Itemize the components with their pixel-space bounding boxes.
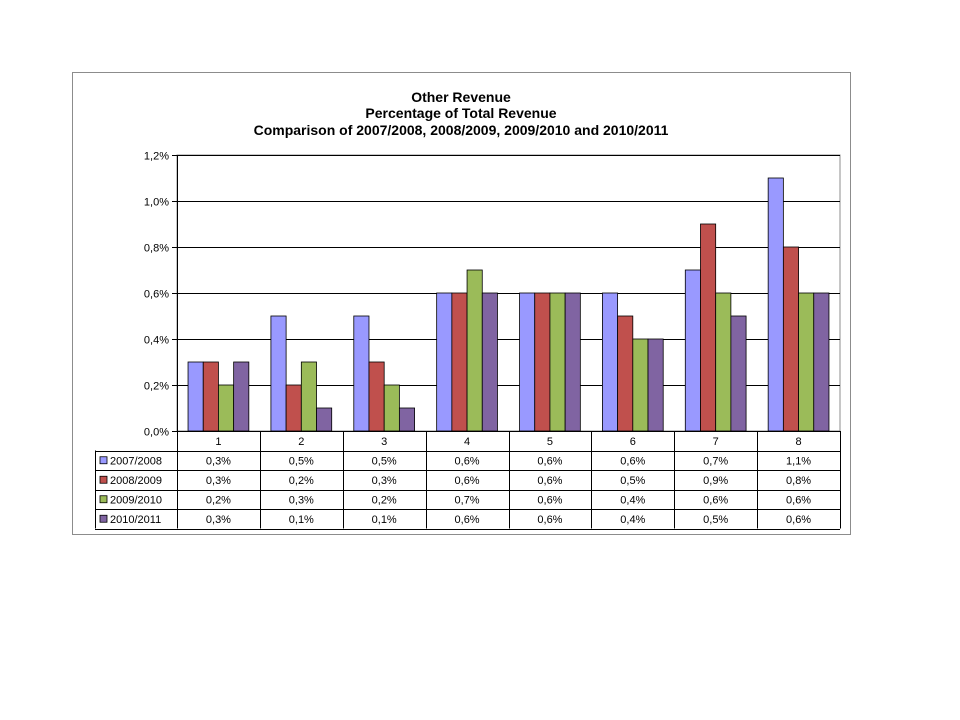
y-tick-label-0: 0,0% — [144, 427, 169, 439]
x-category-label-6: 6 — [630, 436, 636, 448]
data-label-2007-2008-7: 0,7% — [703, 455, 728, 467]
x-category-label-8: 8 — [796, 436, 802, 448]
bar-2010-2011-4 — [481, 292, 498, 432]
x-category-label-5: 5 — [547, 436, 553, 448]
data-label-2009-2010-2: 0,3% — [289, 494, 314, 506]
data-label-2010-2011-6: 0,4% — [620, 514, 645, 526]
data-label-2007-2008-5: 0,6% — [537, 455, 562, 467]
chart-title: Other Revenue Percentage of Total Revenu… — [254, 89, 669, 138]
chart-title-line-1: Other Revenue — [411, 89, 511, 105]
data-label-2010-2011-4: 0,6% — [455, 514, 480, 526]
data-label-2009-2010-3: 0,2% — [372, 494, 397, 506]
data-label-2007-2008-6: 0,6% — [620, 455, 645, 467]
x-category-label-1: 1 — [215, 436, 221, 448]
data-label-2007-2008-8: 1,1% — [786, 455, 811, 467]
data-label-2008-2009-7: 0,9% — [703, 475, 728, 487]
bar-2007-2008-1 — [187, 361, 204, 432]
bar-2010-2011-2 — [316, 407, 333, 432]
bar-2009-2010-4 — [466, 269, 483, 432]
y-tick-label-1: 0,2% — [144, 381, 169, 393]
data-label-2010-2011-8: 0,6% — [786, 514, 811, 526]
bar-2007-2008-8 — [767, 177, 784, 432]
legend-key-2009-2010 — [99, 495, 108, 504]
legend-key-2010-2011 — [99, 514, 108, 523]
data-label-2009-2010-1: 0,2% — [206, 494, 231, 506]
data-label-2008-2009-8: 0,8% — [786, 475, 811, 487]
bar-2007-2008-5 — [519, 292, 536, 432]
data-label-2007-2008-4: 0,6% — [455, 455, 480, 467]
chart-title-line-3: Comparison of 2007/2008, 2008/2009, 2009… — [254, 122, 669, 138]
bar-2010-2011-7 — [730, 315, 747, 432]
y-tick-label-2: 0,4% — [144, 335, 169, 347]
bar-2007-2008-7 — [684, 269, 701, 432]
bar-2009-2010-5 — [549, 292, 566, 432]
data-label-2008-2009-6: 0,5% — [620, 475, 645, 487]
bar-2009-2010-1 — [218, 384, 235, 432]
bar-2010-2011-6 — [647, 338, 664, 432]
data-table: 1 2 3 4 5 6 7 8 2007/2008 0,3% 0,5% 0,5% 0,6% 0,6% 0,6… — [95, 431, 841, 530]
legend-label-2009-2010: 2009/2010 — [110, 494, 162, 506]
bar-2009-2010-6 — [632, 338, 649, 432]
bars — [187, 177, 830, 432]
y-tick-label-3: 0,6% — [144, 289, 169, 301]
bar-2008-2009-7 — [700, 223, 717, 432]
bar-2007-2008-4 — [436, 292, 453, 432]
bar-2008-2009-5 — [534, 292, 551, 432]
bar-2009-2010-3 — [383, 384, 400, 432]
bar-2007-2008-3 — [353, 315, 370, 432]
legend-key-2008-2009 — [99, 475, 108, 484]
data-label-2010-2011-7: 0,5% — [703, 514, 728, 526]
x-category-label-4: 4 — [464, 436, 470, 448]
x-category-label-3: 3 — [381, 436, 387, 448]
bar-2010-2011-3 — [398, 407, 415, 432]
data-label-2008-2009-2: 0,2% — [289, 475, 314, 487]
legend-label-2008-2009: 2008/2009 — [110, 475, 162, 487]
y-tick-label-6: 1,2% — [144, 151, 169, 163]
bar-2008-2009-2 — [285, 384, 302, 432]
y-axis: 0,0% 0,2% 0,4% 0,6% 0,8% 1,0% 1,2% — [144, 151, 178, 439]
bar-2009-2010-2 — [300, 361, 317, 432]
x-category-label-2: 2 — [298, 436, 304, 448]
bar-2008-2009-8 — [782, 246, 799, 432]
bar-2007-2008-2 — [270, 315, 287, 432]
legend-key-2007-2008 — [99, 456, 108, 465]
data-label-2008-2009-5: 0,6% — [537, 475, 562, 487]
legend-label-2010-2011: 2010/2011 — [110, 514, 161, 526]
bar-2008-2009-1 — [202, 361, 219, 432]
data-label-2009-2010-4: 0,7% — [455, 494, 480, 506]
data-label-2007-2008-1: 0,3% — [206, 455, 231, 467]
bar-2010-2011-8 — [813, 292, 830, 432]
bar-2009-2010-8 — [798, 292, 815, 432]
bar-2010-2011-5 — [564, 292, 581, 432]
data-label-2008-2009-1: 0,3% — [206, 475, 231, 487]
data-label-2010-2011-3: 0,1% — [372, 514, 397, 526]
legend-label-2007-2008: 2007/2008 — [110, 455, 162, 467]
bar-2008-2009-4 — [451, 292, 468, 432]
data-label-2009-2010-8: 0,6% — [786, 494, 811, 506]
revenue-bar-chart: Other Revenue Percentage of Total Revenu… — [95, 89, 841, 530]
data-label-2010-2011-1: 0,3% — [206, 514, 231, 526]
y-tick-label-5: 1,0% — [144, 197, 169, 209]
data-label-2009-2010-5: 0,6% — [537, 494, 562, 506]
data-label-2008-2009-3: 0,3% — [372, 475, 397, 487]
data-label-2007-2008-2: 0,5% — [289, 455, 314, 467]
data-label-2010-2011-5: 0,6% — [537, 514, 562, 526]
data-label-2009-2010-6: 0,4% — [620, 494, 645, 506]
bar-2009-2010-7 — [715, 292, 732, 432]
x-category-label-7: 7 — [713, 436, 719, 448]
y-tick-label-4: 0,8% — [144, 243, 169, 255]
bar-2010-2011-1 — [233, 361, 250, 432]
bar-2008-2009-3 — [368, 361, 385, 432]
chart-title-line-2: Percentage of Total Revenue — [365, 105, 556, 121]
bar-2007-2008-6 — [602, 292, 619, 432]
data-label-2010-2011-2: 0,1% — [289, 514, 314, 526]
data-label-2007-2008-3: 0,5% — [372, 455, 397, 467]
data-label-2008-2009-4: 0,6% — [455, 475, 480, 487]
bar-2008-2009-6 — [617, 315, 634, 432]
data-label-2009-2010-7: 0,6% — [703, 494, 728, 506]
chart-frame: Other Revenue Percentage of Total Revenu… — [72, 72, 851, 535]
